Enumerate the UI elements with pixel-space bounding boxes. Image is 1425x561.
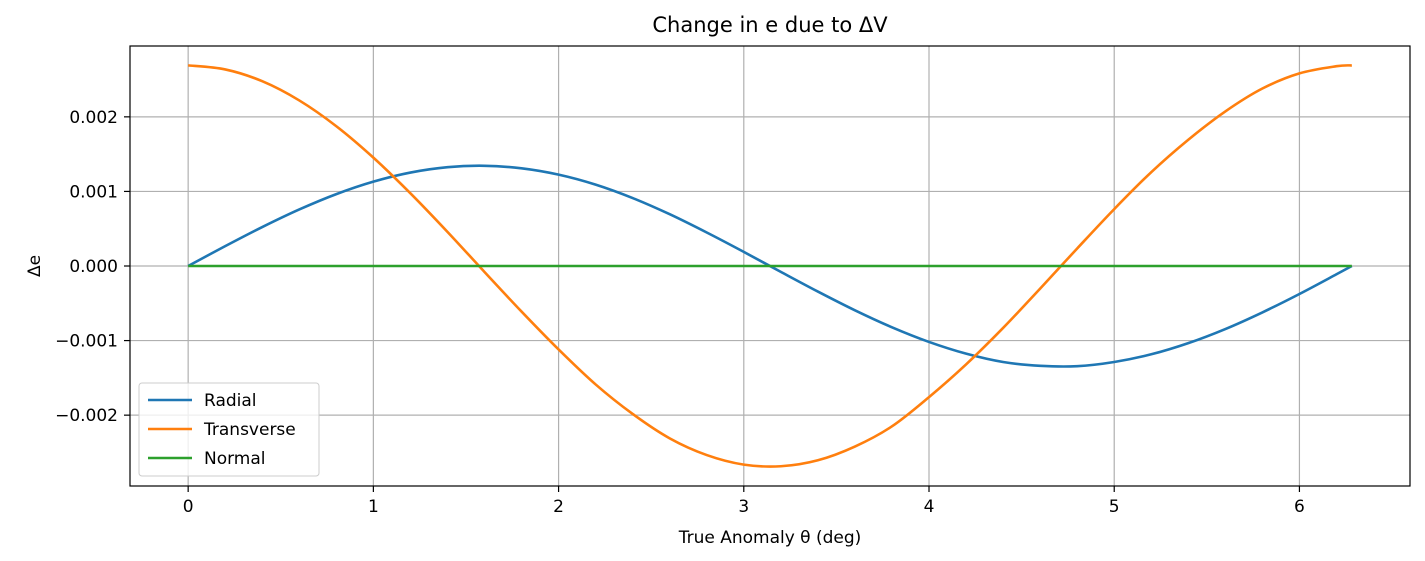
series-line-radial — [187, 164, 1353, 368]
x-tick-label: 1 — [368, 497, 379, 517]
y-tick-label: 0.001 — [69, 182, 118, 202]
legend-label-radial: Radial — [204, 391, 257, 411]
legend-label-normal: Normal — [204, 449, 266, 469]
chart-title: Change in e due to ΔV — [652, 13, 888, 37]
series-line-transverse — [188, 64, 1352, 468]
y-tick-label: −0.002 — [55, 406, 118, 426]
x-tick-label: 3 — [738, 497, 749, 517]
y-tick-label: 0.002 — [69, 108, 118, 128]
y-tick-label: −0.001 — [55, 332, 118, 352]
legend: Radial Transverse Normal — [138, 382, 320, 477]
y-tick-label: 0.000 — [69, 257, 118, 277]
series-lines — [187, 64, 1353, 468]
x-tick-label: 2 — [553, 497, 564, 517]
x-tick-label: 0 — [183, 497, 194, 517]
legend-label-transverse: Transverse — [203, 420, 296, 440]
x-tick-label: 4 — [924, 497, 935, 517]
x-axis-title: True Anomaly θ (deg) — [678, 528, 862, 548]
legend-box — [138, 382, 320, 477]
x-tick-label: 6 — [1294, 497, 1305, 517]
y-axis-title: Δe — [25, 255, 45, 277]
axis-ticks: 0 1 2 3 4 5 6 0.002 0.001 0.000 −0.001 −0.002 — [55, 108, 1305, 517]
x-tick-label: 5 — [1109, 497, 1120, 517]
